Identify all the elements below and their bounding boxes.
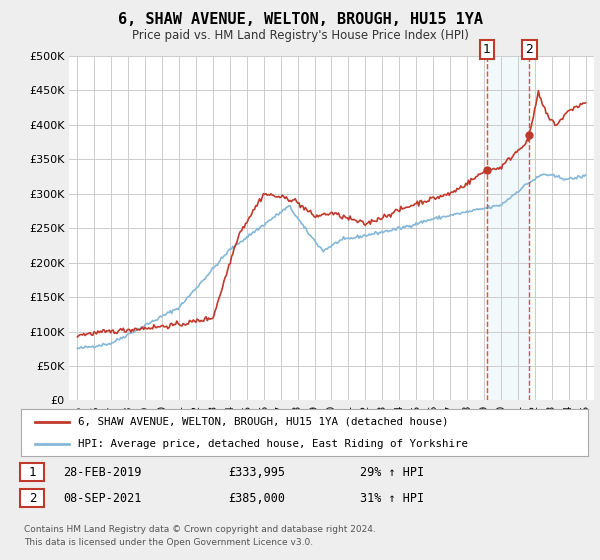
Text: £333,995: £333,995	[228, 465, 285, 479]
Text: 2: 2	[526, 43, 533, 56]
Text: 2: 2	[29, 492, 36, 505]
Text: £385,000: £385,000	[228, 492, 285, 505]
Text: 6, SHAW AVENUE, WELTON, BROUGH, HU15 1YA (detached house): 6, SHAW AVENUE, WELTON, BROUGH, HU15 1YA…	[78, 417, 448, 427]
Text: Price paid vs. HM Land Registry's House Price Index (HPI): Price paid vs. HM Land Registry's House …	[131, 29, 469, 42]
Bar	[487, 56, 529, 400]
Text: 29% ↑ HPI: 29% ↑ HPI	[360, 465, 424, 479]
Text: This data is licensed under the Open Government Licence v3.0.: This data is licensed under the Open Gov…	[24, 538, 313, 547]
Text: HPI: Average price, detached house, East Riding of Yorkshire: HPI: Average price, detached house, East…	[78, 438, 468, 449]
Text: 6, SHAW AVENUE, WELTON, BROUGH, HU15 1YA: 6, SHAW AVENUE, WELTON, BROUGH, HU15 1YA	[118, 12, 482, 27]
Text: 1: 1	[482, 43, 491, 56]
Text: 1: 1	[29, 465, 36, 479]
Text: 08-SEP-2021: 08-SEP-2021	[63, 492, 142, 505]
Text: 28-FEB-2019: 28-FEB-2019	[63, 465, 142, 479]
Text: 31% ↑ HPI: 31% ↑ HPI	[360, 492, 424, 505]
Text: Contains HM Land Registry data © Crown copyright and database right 2024.: Contains HM Land Registry data © Crown c…	[24, 525, 376, 534]
